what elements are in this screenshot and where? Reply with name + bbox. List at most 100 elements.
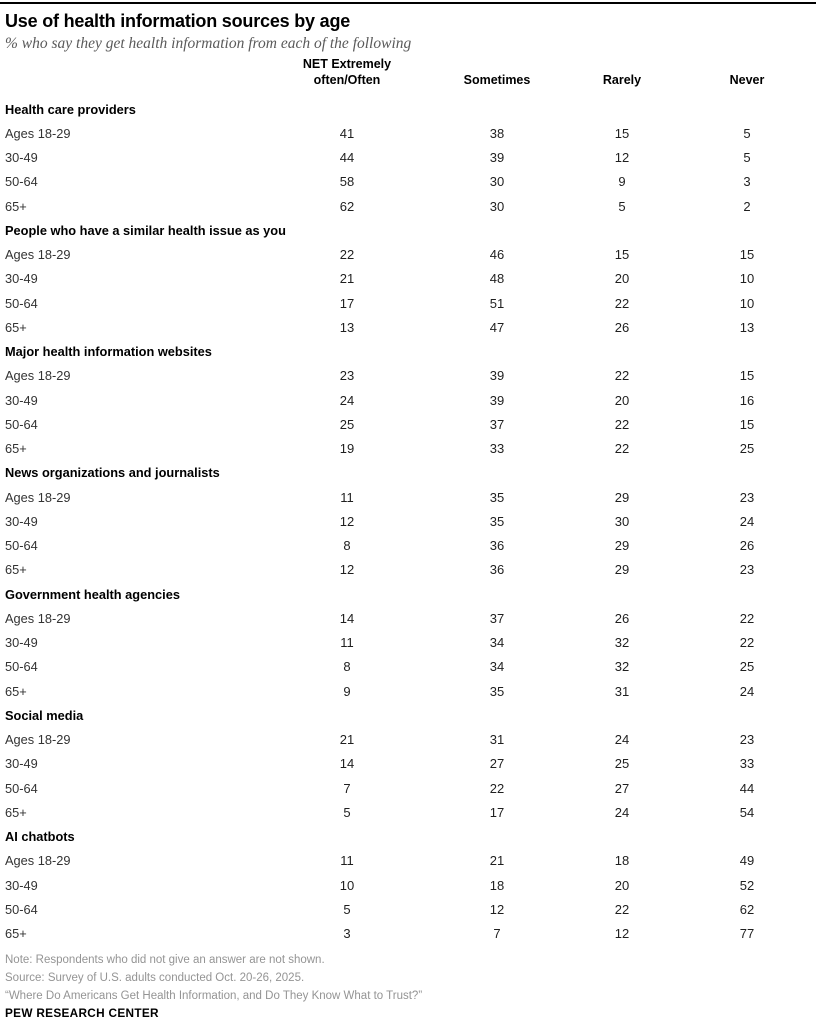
value-cell: 26 — [614, 319, 630, 335]
value-cell: 35 — [489, 683, 505, 699]
data-row: 65+ 62 30 5 2 — [0, 194, 816, 218]
value-cell: 5 — [343, 804, 351, 820]
page-title: Use of health information sources by age — [5, 11, 351, 31]
data-row: Ages 18-29 11 21 18 49 — [0, 849, 816, 873]
value-cell: 18 — [614, 853, 630, 869]
age-label: 65+ — [5, 441, 27, 457]
age-label: 50-64 — [5, 659, 38, 675]
value-cell: 30 — [489, 174, 505, 190]
age-label: 50-64 — [5, 901, 38, 917]
value-cell: 15 — [614, 247, 630, 263]
value-cell: 25 — [339, 416, 355, 432]
value-cell: 22 — [614, 441, 630, 457]
value-cell: 31 — [489, 732, 505, 748]
data-row: 65+ 5 17 24 54 — [0, 800, 816, 824]
age-label: 30-49 — [5, 635, 38, 651]
value-cell: 22 — [339, 247, 355, 263]
age-label: 50-64 — [5, 416, 38, 432]
value-cell: 10 — [339, 877, 355, 893]
age-label: Ages 18-29 — [5, 489, 71, 505]
data-row: 30-49 21 48 20 10 — [0, 267, 816, 291]
data-row: 50-64 7 22 27 44 — [0, 776, 816, 800]
value-cell: 7 — [493, 926, 501, 942]
data-row: 50-64 8 36 29 26 — [0, 534, 816, 558]
section-label: News organizations and journalists — [5, 465, 220, 481]
value-cell: 2 — [743, 198, 751, 214]
data-row: 50-64 17 51 22 10 — [0, 291, 816, 315]
data-row: 50-64 25 37 22 15 — [0, 412, 816, 436]
value-cell: 34 — [489, 635, 505, 651]
value-cell: 12 — [614, 150, 630, 166]
value-cell: 22 — [489, 780, 505, 796]
table-header: NET Extremely often/Often Sometimes Rare… — [0, 57, 816, 97]
value-cell: 3 — [343, 926, 351, 942]
value-cell: 12 — [489, 901, 505, 917]
age-label: Ages 18-29 — [5, 247, 71, 263]
value-cell: 15 — [739, 368, 755, 384]
value-cell: 27 — [489, 756, 505, 772]
age-label: 65+ — [5, 198, 27, 214]
table-body: Health care providers Ages 18-29 41 38 15 5 30… — [0, 97, 816, 946]
value-cell: 3 — [743, 174, 751, 190]
value-cell: 25 — [614, 756, 630, 772]
value-cell: 23 — [739, 732, 755, 748]
value-cell: 23 — [739, 562, 755, 578]
data-row: 65+ 19 33 22 25 — [0, 437, 816, 461]
col-header-net-line2: often/Often — [313, 72, 381, 87]
value-cell: 39 — [489, 368, 505, 384]
data-row: Ages 18-29 21 31 24 23 — [0, 728, 816, 752]
section-label: Government health agencies — [5, 586, 180, 602]
col-header-rarely: Rarely — [602, 72, 642, 87]
footer-quote: “Where Do Americans Get Health Informati… — [5, 989, 423, 1002]
section-row: Social media — [0, 703, 816, 727]
value-cell: 17 — [339, 295, 355, 311]
value-cell: 12 — [614, 926, 630, 942]
data-row: 30-49 12 35 30 24 — [0, 509, 816, 533]
value-cell: 14 — [339, 756, 355, 772]
data-row: Ages 18-29 11 35 29 23 — [0, 485, 816, 509]
data-row: Ages 18-29 41 38 15 5 — [0, 121, 816, 145]
value-cell: 5 — [618, 198, 626, 214]
value-cell: 37 — [489, 416, 505, 432]
age-label: 50-64 — [5, 174, 38, 190]
data-row: Ages 18-29 23 39 22 15 — [0, 364, 816, 388]
value-cell: 11 — [340, 635, 354, 651]
value-cell: 24 — [739, 683, 755, 699]
value-cell: 32 — [614, 659, 630, 675]
brand-label: PEW RESEARCH CENTER — [5, 1005, 159, 1020]
value-cell: 25 — [739, 441, 755, 457]
data-row: 50-64 5 12 22 62 — [0, 897, 816, 921]
value-cell: 52 — [739, 877, 755, 893]
value-cell: 34 — [489, 659, 505, 675]
value-cell: 48 — [489, 271, 505, 287]
value-cell: 25 — [739, 659, 755, 675]
age-label: Ages 18-29 — [5, 853, 71, 869]
value-cell: 21 — [339, 271, 355, 287]
section-row: Major health information websites — [0, 340, 816, 364]
footer: Note: Respondents who did not give an an… — [5, 951, 810, 1020]
section-label: Social media — [5, 707, 84, 723]
value-cell: 10 — [739, 295, 755, 311]
value-cell: 21 — [339, 732, 355, 748]
value-cell: 15 — [739, 416, 755, 432]
age-label: Ages 18-29 — [5, 610, 71, 626]
age-label: 65+ — [5, 562, 27, 578]
value-cell: 39 — [489, 392, 505, 408]
data-row: 65+ 9 35 31 24 — [0, 679, 816, 703]
section-row: AI chatbots — [0, 825, 816, 849]
value-cell: 29 — [614, 489, 630, 505]
section-label: People who have a similar health issue a… — [5, 222, 286, 238]
value-cell: 22 — [739, 635, 755, 651]
data-row: 65+ 13 47 26 13 — [0, 315, 816, 339]
value-cell: 24 — [739, 513, 755, 529]
value-cell: 14 — [339, 610, 355, 626]
value-cell: 62 — [739, 901, 755, 917]
value-cell: 11 — [340, 853, 354, 869]
value-cell: 36 — [489, 538, 505, 554]
value-cell: 17 — [489, 804, 505, 820]
value-cell: 22 — [614, 295, 630, 311]
value-cell: 62 — [339, 198, 355, 214]
value-cell: 20 — [614, 392, 630, 408]
age-label: Ages 18-29 — [5, 732, 71, 748]
